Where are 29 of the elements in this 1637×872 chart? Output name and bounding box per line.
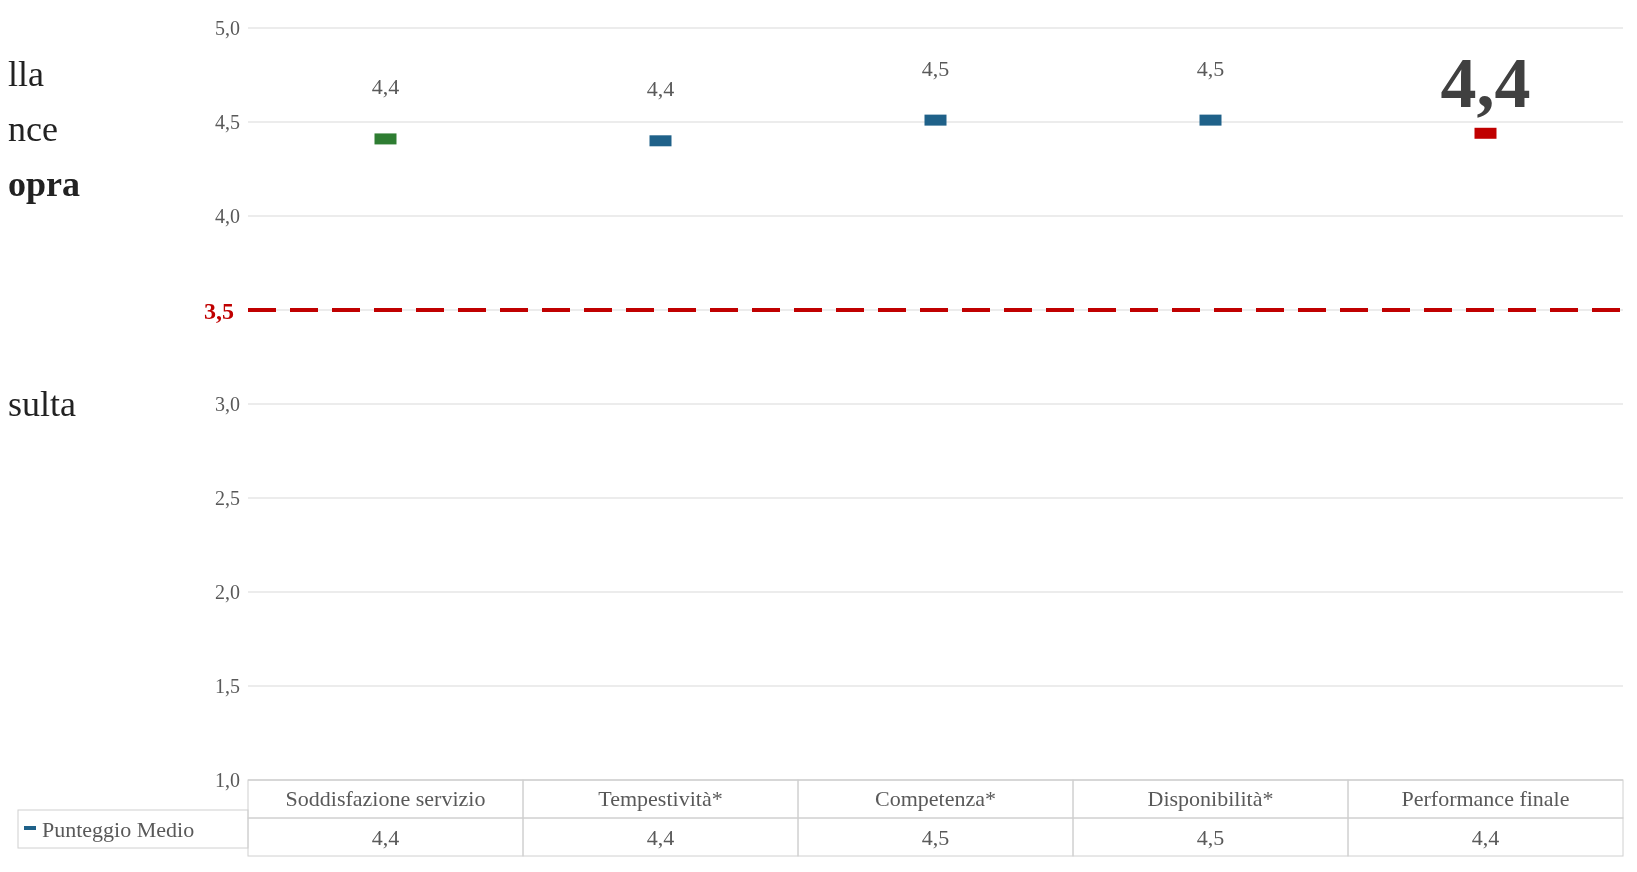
data-label: 4,4 — [1471, 825, 1500, 850]
y-tick-label: 2,0 — [215, 581, 240, 604]
y-tick-label: 5,0 — [215, 17, 240, 40]
text: lla — [8, 53, 44, 95]
x-tick-label: Performance finale — [1401, 786, 1570, 811]
y-tick-label: 1,5 — [215, 675, 240, 698]
y-tick-label: 3,0 — [215, 393, 240, 416]
x-tick-label: Competenza* — [875, 786, 996, 811]
x-tick-label: Soddisfazione servizio — [285, 786, 486, 811]
y-tick-label: 1,0 — [215, 769, 240, 792]
text: 4,5 — [921, 55, 950, 81]
ref-line-label: 3,5 — [204, 297, 234, 324]
y-tick-label: 2,5 — [215, 487, 240, 510]
text: opra — [8, 163, 80, 205]
y-tick-label: 4,5 — [215, 111, 240, 134]
text: 4,4 — [1440, 42, 1531, 123]
text: nce — [8, 108, 58, 150]
legend-label: Punteggio Medio — [42, 817, 195, 842]
data-label: 4,5 — [1196, 825, 1225, 850]
text: 4,4 — [371, 74, 400, 100]
x-tick-label: Disponibilità* — [1147, 786, 1274, 811]
x-tick-label: Tempestività* — [598, 786, 723, 811]
data-label: 4,5 — [921, 825, 950, 850]
y-tick-label: 4,0 — [215, 205, 240, 228]
text: 4,4 — [646, 76, 675, 102]
data-label: 4,4 — [646, 825, 675, 850]
text: 4,5 — [1196, 55, 1225, 81]
data-label: 4,4 — [371, 825, 400, 850]
text: sulta — [8, 383, 76, 425]
